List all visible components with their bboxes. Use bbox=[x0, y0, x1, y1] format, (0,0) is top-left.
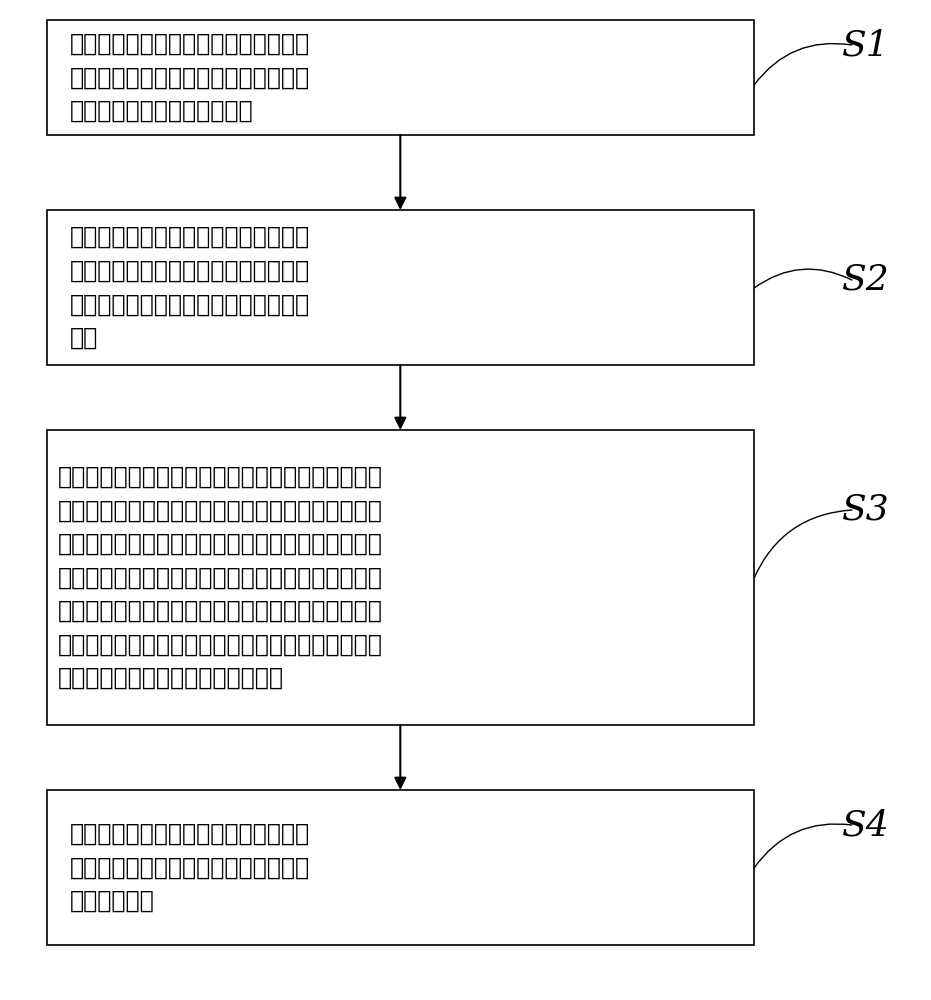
Bar bbox=[47, 790, 754, 945]
Text: S1: S1 bbox=[842, 28, 890, 62]
Text: 采用卫星在设定时间段内对每一个网格
进行至少两次监测，并计算每一个网格
区域在每一个监测时刻的气溶胶光学厚
度值: 采用卫星在设定时间段内对每一个网格 进行至少两次监测，并计算每一个网格 区域在每… bbox=[70, 225, 310, 350]
Text: S4: S4 bbox=[842, 808, 890, 842]
Bar bbox=[47, 430, 754, 725]
Text: S2: S2 bbox=[842, 263, 890, 297]
Text: 根据相关性最大的子区域与基本区域之
间的距离和监测时刻得到待分析地区的
雾霾移动情况: 根据相关性最大的子区域与基本区域之 间的距离和监测时刻得到待分析地区的 雾霾移动… bbox=[70, 822, 310, 913]
Bar bbox=[47, 20, 754, 135]
Text: 根据基本区域的网格内的气溶胶光学厚度值构建基本
区域的气溶胶光学厚度序列，根据每一个子区域的网
格内的气溶胶光学厚度值构建每一个子区域的气溶胶
光学厚度序列，根: 根据基本区域的网格内的气溶胶光学厚度值构建基本 区域的气溶胶光学厚度序列，根据每… bbox=[58, 465, 383, 690]
Text: S3: S3 bbox=[842, 493, 890, 527]
Text: 将待监测区域进行网格划分，选取至少
两个相邻的网格组成一个基本区域，并
根据基本区域大小组成子区域: 将待监测区域进行网格划分，选取至少 两个相邻的网格组成一个基本区域，并 根据基本… bbox=[70, 32, 310, 123]
Bar bbox=[47, 210, 754, 365]
